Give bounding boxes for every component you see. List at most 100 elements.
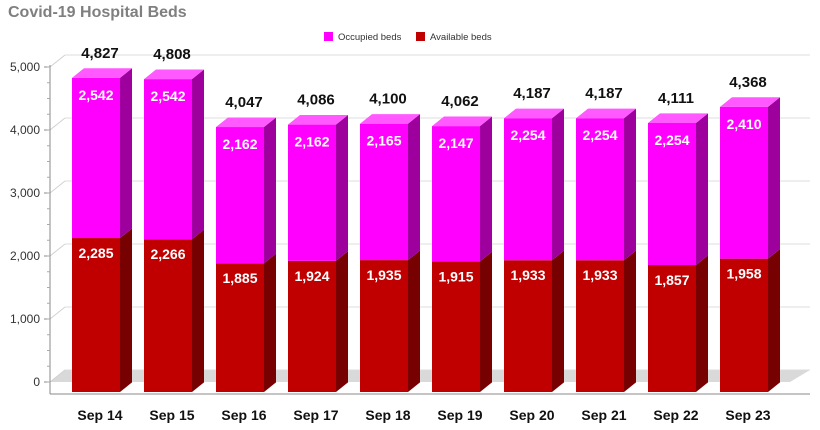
x-tick-label: Sep 20 [509, 407, 554, 423]
bar-occupied-side [120, 68, 132, 239]
bar-occupied-side [264, 117, 276, 264]
bar-occupied [648, 113, 708, 266]
y-tick-label: 5,000 [10, 60, 40, 74]
bar-occupied-side [408, 114, 420, 261]
x-tick-label: Sep 16 [221, 407, 266, 423]
legend-label: Available beds [430, 32, 492, 43]
legend-label: Occupied beds [338, 32, 402, 43]
bar-available [648, 255, 708, 392]
bar-available-front [576, 260, 624, 392]
bar-available-side [480, 251, 492, 392]
data-label-total: 4,100 [369, 91, 407, 108]
bar-available-front [720, 258, 768, 392]
data-label-available: 1,924 [294, 268, 329, 284]
data-label-total: 4,827 [81, 45, 119, 62]
chart-title: Covid-19 Hospital Beds [8, 4, 187, 21]
gridline-diag [49, 369, 66, 383]
data-label-available: 2,285 [78, 245, 113, 261]
bar-occupied-top [144, 69, 204, 80]
bar-occupied-front [288, 124, 336, 261]
legend-swatch [416, 32, 425, 41]
bar-occupied-front [72, 77, 120, 239]
data-label-occupied: 2,254 [582, 127, 617, 143]
bar-available [504, 250, 564, 392]
x-tick-label: Sep 21 [581, 407, 626, 423]
bars-layer [72, 68, 780, 392]
y-tick-label: 1,000 [10, 312, 40, 326]
gridline-diag [49, 180, 66, 194]
bar-occupied [432, 116, 492, 262]
data-label-occupied: 2,410 [726, 116, 761, 132]
bar-occupied-side [696, 113, 708, 266]
data-label-total: 4,187 [585, 85, 623, 102]
bar-occupied [288, 114, 348, 261]
data-label-total: 4,086 [297, 92, 335, 109]
bar-occupied-front [648, 123, 696, 266]
bar-occupied-front [432, 126, 480, 262]
bar-available-front [504, 260, 552, 392]
bar-occupied-top [288, 114, 348, 125]
bar-occupied-front [216, 127, 264, 264]
bar-available-side [192, 229, 204, 392]
bar-occupied-top [360, 114, 420, 124]
bar-available-front [360, 260, 408, 392]
data-label-occupied: 2,162 [222, 136, 257, 152]
bar-available-front [648, 265, 696, 392]
x-tick-label: Sep 22 [653, 407, 698, 423]
data-label-occupied: 2,162 [294, 134, 329, 150]
bar-occupied-side [192, 69, 204, 240]
bar-occupied [576, 108, 636, 261]
data-label-total: 4,187 [513, 85, 551, 102]
data-label-available: 1,915 [438, 268, 473, 284]
bar-occupied [72, 68, 132, 239]
bar-available-side [408, 250, 420, 392]
bar-available-front [432, 261, 480, 392]
x-tick-label: Sep 18 [365, 407, 410, 423]
y-tick-label: 0 [33, 375, 40, 389]
bar-occupied-front [720, 106, 768, 259]
axis-layer: 0 1,000 2,000 3,000 4,000 5,000 [10, 60, 810, 395]
gridline-diag [49, 243, 66, 257]
x-tick-label: Sep 23 [725, 407, 770, 423]
bar-occupied-front [504, 118, 552, 261]
legend: Occupied beds Available beds [324, 32, 492, 43]
data-label-total: 4,111 [658, 90, 694, 107]
bar-occupied-top [648, 113, 708, 124]
data-label-total: 4,368 [729, 74, 767, 91]
bar-occupied [360, 114, 420, 261]
bar-occupied-front [576, 118, 624, 261]
data-label-available: 1,885 [222, 270, 257, 286]
x-tick-label: Sep 17 [293, 407, 338, 423]
bar-available-front [288, 260, 336, 392]
bar-occupied-side [552, 108, 564, 261]
bar-available-front [72, 238, 120, 392]
bar-occupied-side [480, 116, 492, 262]
bar-occupied [720, 97, 780, 259]
bar-occupied-top [72, 68, 132, 78]
data-label-available: 1,857 [654, 272, 689, 288]
data-label-available: 1,933 [582, 267, 617, 283]
data-label-total: 4,047 [225, 94, 263, 111]
data-label-occupied: 2,254 [654, 132, 689, 148]
bar-available [216, 253, 276, 392]
bar-available [144, 229, 204, 392]
data-label-occupied: 2,542 [150, 88, 185, 104]
gridline-diag [49, 117, 66, 131]
bar-occupied-front [360, 123, 408, 261]
bar-occupied-top [720, 97, 780, 107]
data-label-available: 1,935 [366, 267, 401, 283]
legend-swatch [324, 32, 333, 41]
bar-available-side [768, 249, 780, 392]
bar-occupied-top [216, 117, 276, 128]
x-tick-label: Sep 14 [77, 407, 122, 423]
bar-available [360, 250, 420, 392]
gridline-diag [49, 54, 66, 68]
y-tick-label: 4,000 [10, 123, 40, 137]
bar-occupied [216, 117, 276, 264]
bar-occupied-top [504, 108, 564, 119]
data-label-available: 1,958 [726, 266, 761, 282]
bar-available-side [624, 250, 636, 392]
bar-occupied-top [432, 116, 492, 127]
bar-occupied-side [624, 108, 636, 261]
gridline-diag [49, 306, 66, 320]
